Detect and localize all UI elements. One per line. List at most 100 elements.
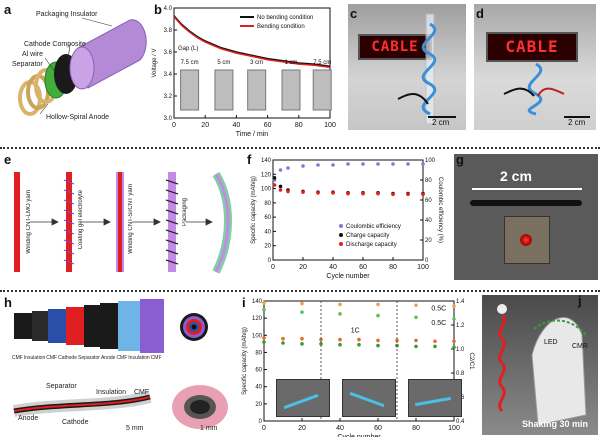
panel-b: b 0 20 40 60 80 100 3.0 3.2 3.4 3.6 3.8 4.0 Time / m… <box>150 0 340 140</box>
b-annotation-3: 1 cm <box>284 60 297 66</box>
i-series-3-point <box>338 342 342 347</box>
i-annotation-2: 0.5C <box>431 320 446 327</box>
i-series-1-point <box>376 313 380 318</box>
scale-arrow-g <box>472 188 582 190</box>
f-series-2-point <box>272 183 277 187</box>
panel-g: 2 cm g <box>452 150 600 285</box>
panel-c-label: c <box>350 6 358 21</box>
panel-i: i 0204060801000204060801001201400.40.60.… <box>240 293 480 437</box>
f-x-axis-label: Cycle number <box>326 273 370 280</box>
i-series-3-point <box>262 340 266 344</box>
f-y2tick-label: 40 <box>425 218 432 224</box>
inset-photo-2 <box>342 379 396 417</box>
h-layer-cmf-4: CMF <box>150 355 162 361</box>
i-series-2-point <box>357 337 361 342</box>
photo-label-anode: Anode <box>18 415 39 422</box>
i-series-1-point <box>338 312 342 316</box>
i-series-2-point <box>452 339 456 344</box>
b-xtick-label: 100 <box>324 122 336 129</box>
b-annotation-gap: Gap (L) <box>178 46 198 52</box>
led-sign: CABLE <box>358 34 432 60</box>
b-ytick-label: 3.0 <box>164 116 173 122</box>
inset-1-cable <box>283 393 319 410</box>
panel-d-label: d <box>476 6 484 21</box>
i-series-2-point <box>300 336 304 341</box>
inset-3-cable <box>415 396 451 407</box>
f-series-0-point <box>286 166 290 170</box>
f-y2tick-label: 0 <box>425 258 429 264</box>
f-series-0-point <box>361 162 365 166</box>
i-series-1-point <box>452 317 456 321</box>
f-y2tick-label: 100 <box>425 158 436 164</box>
scale-text-d: 2 cm <box>568 118 586 127</box>
f-legend-swatch-0 <box>339 224 343 228</box>
f-xtick-label: 100 <box>417 264 429 271</box>
f-xtick-label: 0 <box>271 264 275 271</box>
inset-photo-3 <box>408 379 462 417</box>
rate-capability-chart: 0204060801000204060801001201400.40.60.81… <box>242 299 474 437</box>
panel-c: CABLE 2 cm c <box>340 0 470 140</box>
scale-text-g: 2 cm <box>500 168 532 184</box>
f-y2tick-label: 80 <box>425 178 432 184</box>
panel-a-label: a <box>4 2 12 17</box>
f-series-1-point <box>272 176 277 180</box>
b-xtick-label: 0 <box>172 122 176 129</box>
f-series-0-point <box>406 162 410 166</box>
photo-label-insulation: Insulation <box>96 389 126 396</box>
f-y2-axis-label: Coulombic efficiency (%) <box>437 177 443 243</box>
step-1-label: Winding CNT-LMO yarn <box>26 190 32 254</box>
f-ytick-label: 40 <box>264 229 271 235</box>
i-series-0-point <box>338 302 342 307</box>
f-series-2-point <box>406 192 410 197</box>
b-inset-photo-0 <box>180 69 200 111</box>
i-series-3-point <box>319 342 323 346</box>
b-annotation-1: 5 cm <box>217 60 230 66</box>
i-series-3-point <box>414 344 418 349</box>
label-separator: Separator <box>12 61 43 68</box>
photo-wearable-cable: LED CMR Shaking 30 min <box>482 295 598 435</box>
f-series-2-point <box>278 188 283 192</box>
h-layer-insulation-2: Insulation <box>128 355 150 361</box>
label-al-wire: Al wire <box>22 51 44 58</box>
i-xtick-label: 20 <box>298 425 306 432</box>
f-series-2-point <box>301 190 305 194</box>
b-annotation-2: 3 cm <box>250 60 263 66</box>
f-y2tick-label: 20 <box>425 238 432 244</box>
b-legend-label-0: No bending condition <box>257 15 313 21</box>
b-ytick-label: 3.4 <box>164 72 173 78</box>
divider-1 <box>0 147 600 149</box>
b-y-axis-label: Voltage / V <box>152 48 158 77</box>
led-sign-d: CABLE <box>486 32 578 62</box>
b-plot-frame <box>173 7 331 119</box>
i-series-2-point <box>376 338 380 343</box>
f-series-2-point <box>421 192 425 197</box>
f-series-0-point <box>421 162 425 166</box>
f-ytick-label: 120 <box>261 172 272 178</box>
b-legend-label-1: Bending condition <box>257 24 305 30</box>
f-ytick-label: 60 <box>264 215 271 221</box>
i-y2tick-label: 1.0 <box>456 347 465 353</box>
glove-and-spring <box>497 304 587 426</box>
i-series-3-point <box>281 341 285 345</box>
led-glow <box>520 234 532 246</box>
f-series-2-point <box>316 191 320 195</box>
cable-on-board <box>470 200 582 206</box>
step-4-label: Packaging <box>182 198 188 227</box>
i-ytick-label: 80 <box>255 350 262 356</box>
f-series-2-point <box>361 191 365 196</box>
f-series-2-point <box>286 189 290 194</box>
f-legend-swatch-1 <box>339 233 343 237</box>
step-3-label: Winding CNT-Si/CNT yarn <box>128 184 134 254</box>
cable-structure-diagram <box>18 17 147 116</box>
f-series-0-point <box>316 163 320 167</box>
f-series-0-point <box>278 168 283 172</box>
f-legend-label-2: Discharge capacity <box>346 242 397 248</box>
coiled-cable <box>397 13 437 125</box>
label-hollow-spiral-anode: Hollow-Spiral Anode <box>46 114 110 121</box>
panel-j: LED CMR Shaking 30 min j <box>480 293 600 437</box>
panel-g-label: g <box>456 152 464 167</box>
b-inset-photo-4 <box>312 69 332 111</box>
photo-label-cmf: CMF <box>134 389 150 396</box>
b-xtick-label: 80 <box>295 122 303 129</box>
b-ytick-label: 3.2 <box>164 94 173 100</box>
